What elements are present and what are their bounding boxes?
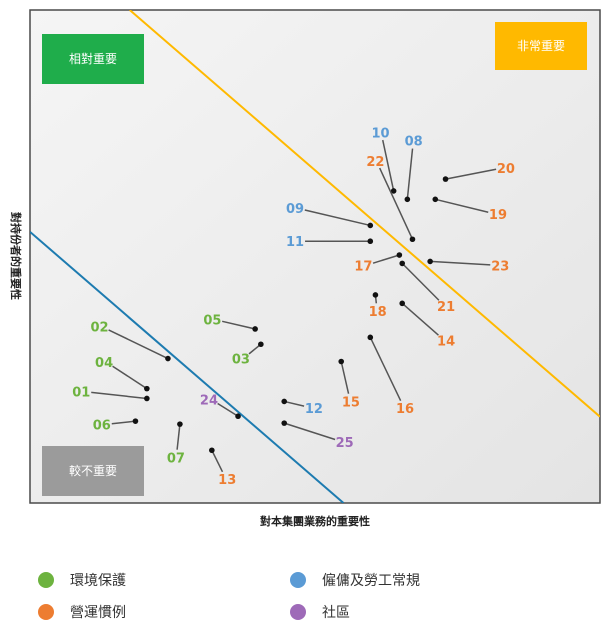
x-axis-title: 對本集團業務的重要性: [260, 514, 370, 528]
leader-line-08: [406, 148, 414, 200]
quadrant-label-very: 非常重要: [517, 39, 565, 53]
point-label-21: 21: [437, 300, 455, 315]
plot-area: [29, 9, 601, 504]
data-point-23: [427, 258, 433, 265]
leader-line-20: [445, 168, 497, 180]
data-point-15: [338, 358, 345, 365]
point-label-10: 10: [372, 126, 390, 141]
leader-line-12: [284, 400, 305, 407]
data-point-16: [367, 334, 374, 341]
point-label-11: 11: [286, 235, 304, 250]
point-label-18: 18: [369, 305, 387, 320]
y-axis-title: 對持份者的重要性: [9, 212, 23, 300]
data-point-04: [144, 385, 150, 392]
divider-line-lower: [30, 231, 345, 503]
data-point-25: [281, 420, 288, 426]
data-point-20: [442, 176, 449, 182]
leader-line-16: [369, 337, 402, 402]
point-label-14: 14: [437, 334, 455, 349]
data-point-08: [404, 196, 411, 203]
legend-dot-ops: [38, 604, 54, 620]
legend-dot-soc: [290, 604, 306, 620]
leader-line-14: [401, 302, 439, 336]
data-point-05: [252, 326, 258, 332]
divider-line-upper: [129, 10, 600, 418]
data-point-07: [177, 421, 183, 427]
leader-line-15: [340, 361, 350, 394]
quadrant-box-very: [495, 22, 587, 70]
leader-line-13: [211, 449, 224, 473]
leader-line-06: [111, 420, 136, 425]
data-point-21: [399, 260, 406, 267]
point-label-09: 09: [286, 202, 304, 217]
point-label-06: 06: [93, 419, 111, 434]
leader-line-02: [108, 329, 169, 360]
leader-line-23: [430, 260, 491, 266]
data-point-24: [235, 413, 241, 420]
data-point-02: [165, 355, 171, 362]
data-point-03: [258, 341, 264, 348]
point-label-04: 04: [95, 356, 113, 371]
point-label-24: 24: [200, 393, 218, 408]
data-point-22: [409, 236, 416, 243]
data-point-17: [396, 252, 403, 258]
point-label-23: 23: [491, 259, 509, 274]
leader-line-25: [283, 422, 336, 441]
quadrant-box-relative: [42, 34, 144, 84]
leader-line-07: [176, 424, 181, 450]
point-label-01: 01: [72, 386, 90, 401]
point-label-12: 12: [305, 402, 323, 417]
point-label-08: 08: [405, 135, 423, 150]
data-point-18: [372, 292, 379, 298]
point-label-17: 17: [354, 259, 372, 274]
leader-line-10: [381, 139, 395, 192]
data-point-01: [144, 395, 150, 402]
legend-item-emp: 僱傭及勞工常規: [290, 570, 420, 590]
point-label-19: 19: [489, 208, 507, 223]
legend-dot-emp: [290, 572, 306, 588]
data-point-11: [367, 238, 374, 245]
legend-label-ops: 營運慣例: [70, 605, 126, 621]
quadrant-label-relative: 相對重要: [69, 52, 117, 66]
point-label-13: 13: [218, 473, 236, 488]
data-point-10: [390, 188, 397, 194]
legend-dot-env: [38, 572, 54, 588]
point-label-22: 22: [366, 155, 384, 170]
data-point-14: [399, 300, 406, 307]
point-label-15: 15: [342, 395, 360, 410]
leader-line-19: [435, 198, 489, 213]
legend-label-emp: 僱傭及勞工常規: [322, 573, 420, 589]
quadrant-box-less: [42, 446, 144, 496]
leader-line-17: [372, 254, 400, 264]
legend-label-soc: 社區: [322, 605, 350, 621]
legend-label-env: 環境保護: [70, 573, 126, 589]
data-point-19: [432, 196, 439, 203]
point-label-25: 25: [336, 436, 354, 451]
leader-line-09: [304, 209, 371, 227]
legend-item-soc: 社區: [290, 602, 350, 622]
legend-item-env: 環境保護: [38, 570, 126, 590]
legend-item-ops: 營運慣例: [38, 602, 126, 622]
point-label-05: 05: [203, 314, 221, 329]
data-point-06: [132, 418, 139, 424]
point-label-07: 07: [167, 452, 185, 467]
leader-line-22: [379, 167, 414, 240]
point-label-03: 03: [232, 353, 250, 368]
point-label-20: 20: [497, 162, 515, 177]
leader-line-05: [221, 320, 256, 330]
data-point-09: [367, 222, 374, 229]
leader-line-21: [401, 262, 440, 301]
leader-line-24: [217, 402, 239, 417]
data-point-13: [209, 447, 215, 454]
data-point-12: [281, 398, 288, 405]
point-label-02: 02: [90, 321, 108, 336]
legend: 環境保護 僱傭及勞工常規營運慣例 社區: [0, 560, 604, 627]
point-label-16: 16: [396, 402, 414, 417]
quadrant-label-less: 較不重要: [69, 463, 117, 478]
leader-line-01: [91, 391, 147, 400]
leader-line-04: [112, 365, 148, 390]
